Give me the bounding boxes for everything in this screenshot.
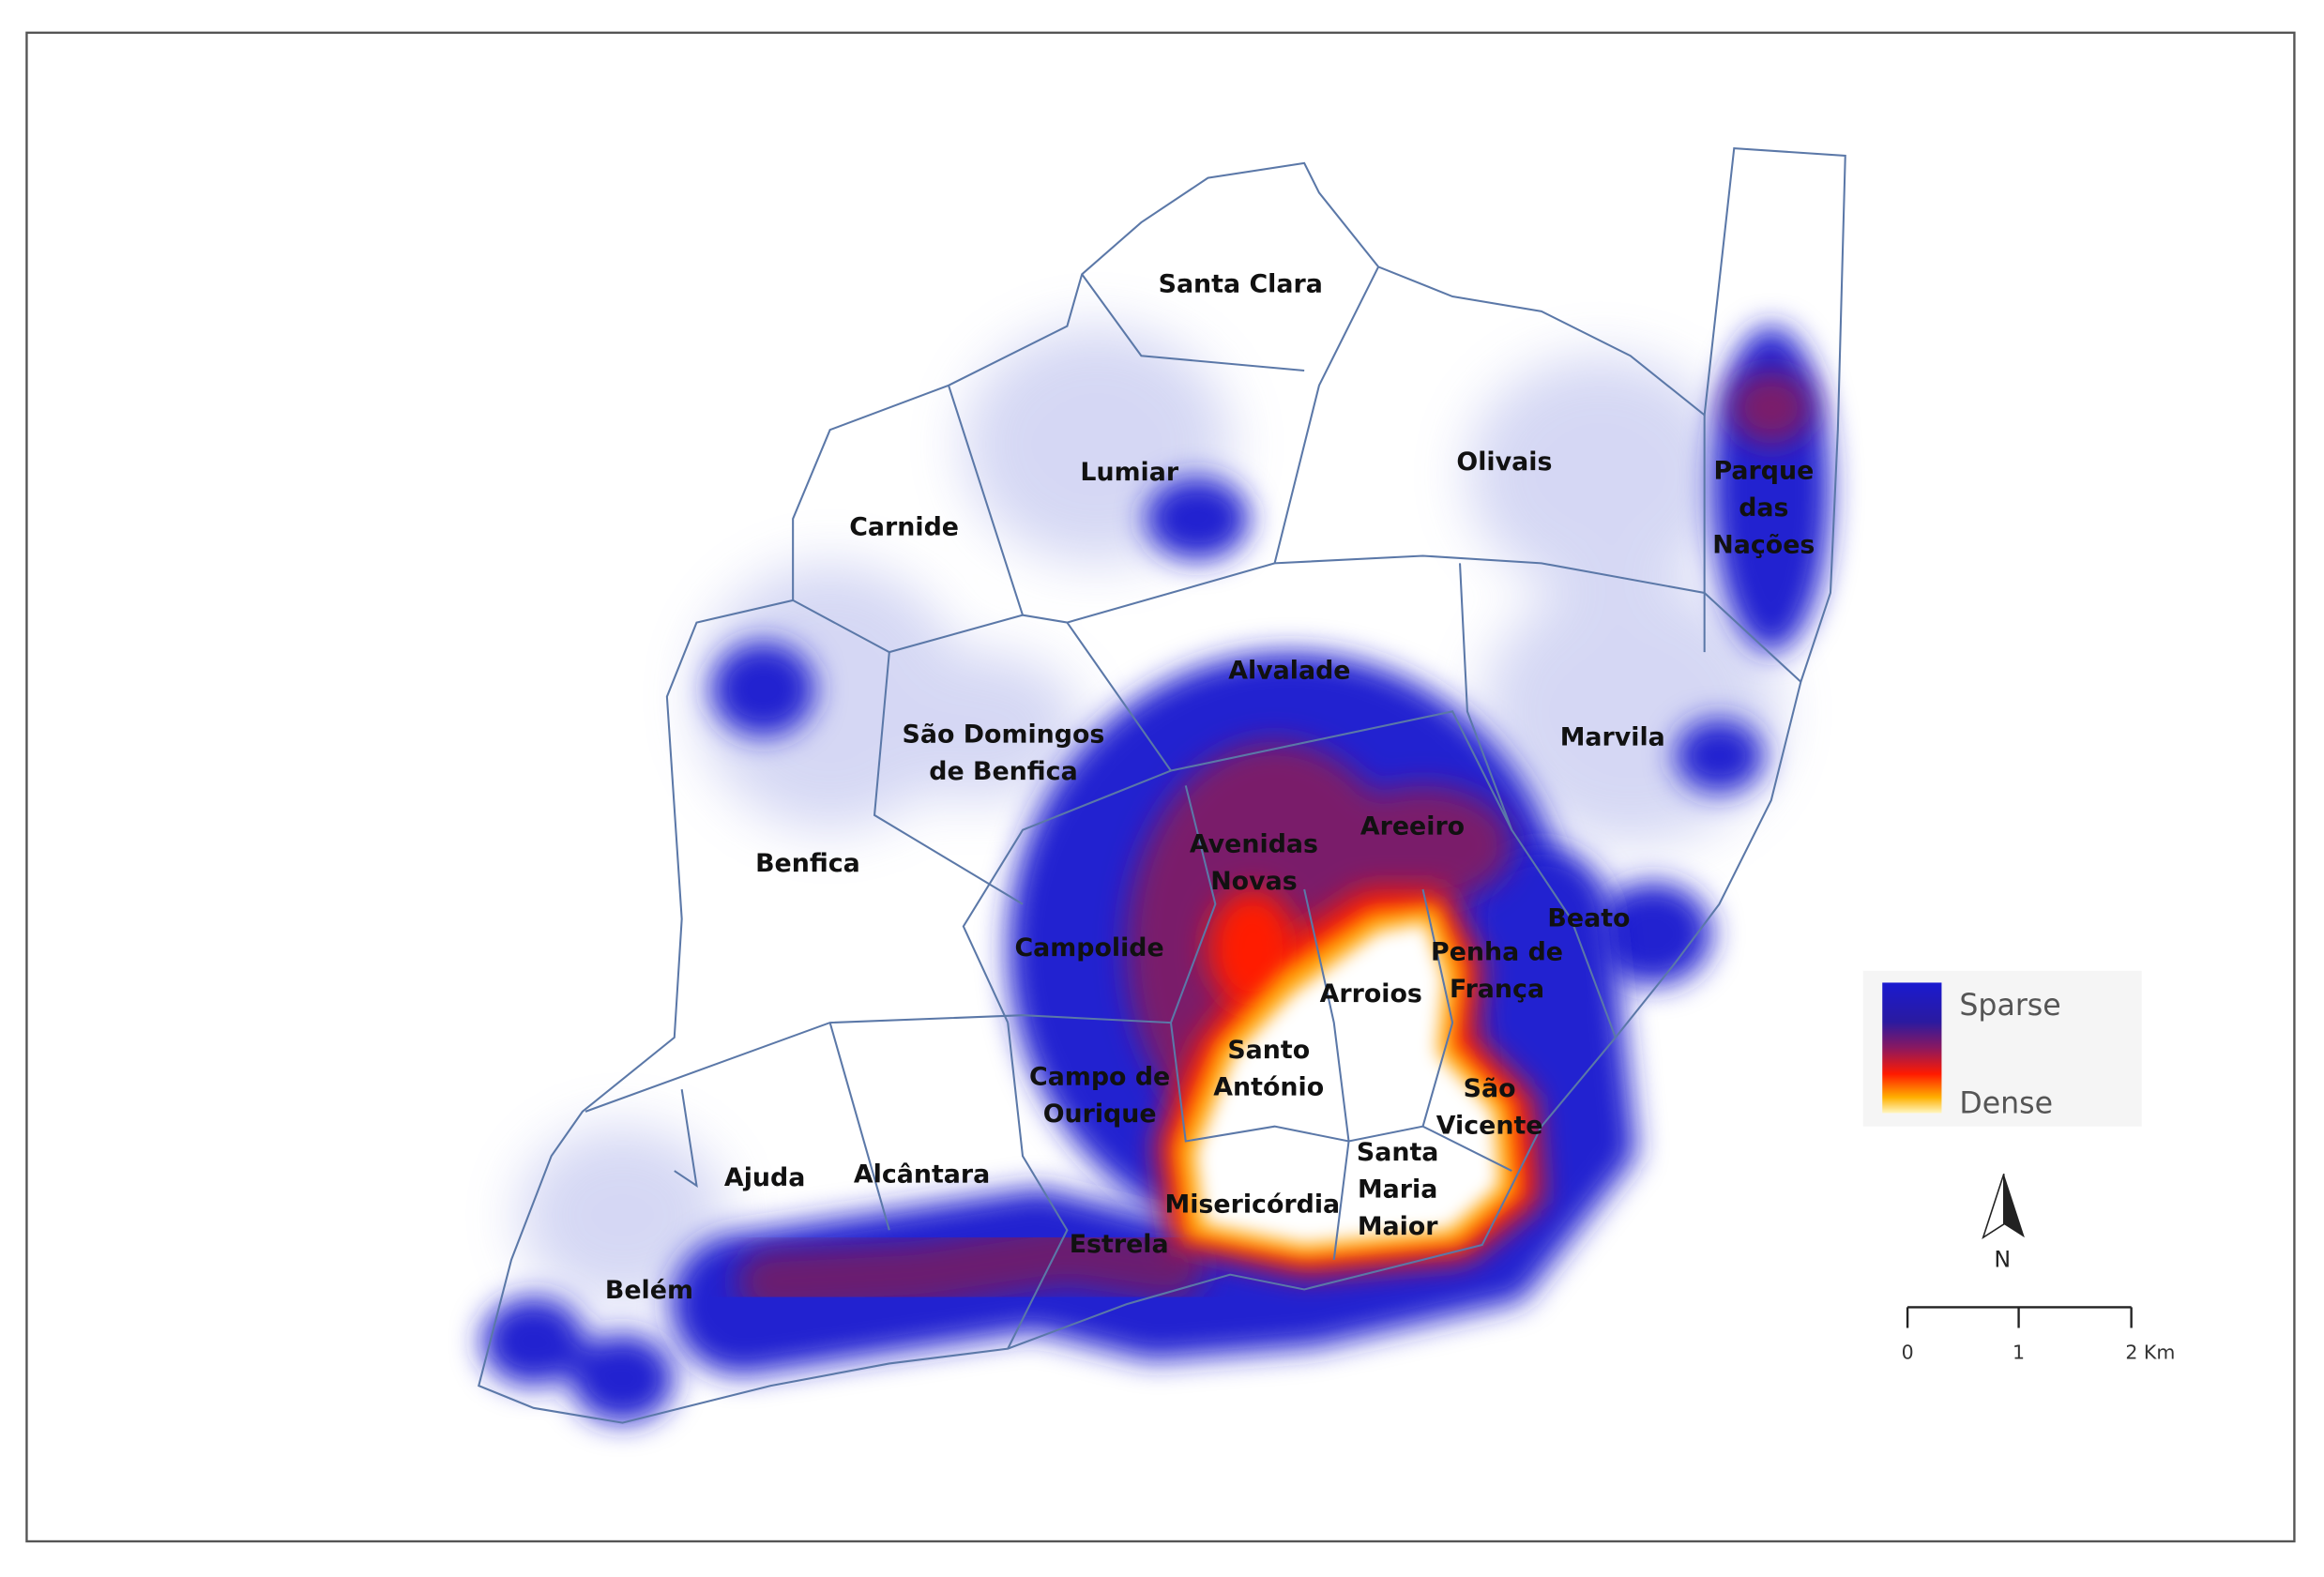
- label-line: Arroios: [1320, 979, 1422, 1008]
- parish-label: Avenidas Novas: [1190, 829, 1318, 895]
- boundary: [828, 1022, 890, 1231]
- north-label: N: [1994, 1247, 2011, 1273]
- label-line: Nações: [1712, 530, 1815, 559]
- boundary: [674, 1089, 698, 1189]
- label-line: Novas: [1210, 867, 1298, 896]
- parish-label: Santa Maria Maior: [1357, 1138, 1439, 1241]
- legend-label: Dense: [1959, 1086, 2053, 1120]
- parish-label: Campo de Ourique: [1029, 1062, 1170, 1128]
- boundary: [1169, 785, 1512, 1172]
- boundary: [1421, 888, 1454, 1127]
- parish-label: Alvalade: [1228, 657, 1350, 686]
- label-line: Maior: [1358, 1212, 1438, 1241]
- scale-bar: [1906, 1306, 2133, 1328]
- label-line: Estrela: [1070, 1230, 1169, 1259]
- boundary: [1273, 265, 1380, 564]
- parish-label: Beato: [1547, 903, 1630, 933]
- parish-label: Arroios: [1320, 979, 1422, 1008]
- parish-label: Parque das Nações: [1712, 456, 1815, 559]
- label-line: Penha de: [1431, 938, 1563, 967]
- label-line: Santo: [1227, 1036, 1310, 1065]
- label-line: Carnide: [849, 512, 959, 541]
- boundary: [1007, 1022, 1069, 1350]
- parish-label: São Domingos de Benfica: [903, 720, 1105, 786]
- scale-label: 1: [2013, 1342, 2025, 1364]
- label-line: Maria: [1358, 1175, 1437, 1205]
- parish-label: Belém: [605, 1276, 693, 1305]
- label-line: Alcântara: [854, 1160, 990, 1190]
- parish-label: Alcântara: [854, 1160, 990, 1190]
- boundary: [962, 621, 1173, 1024]
- parish-label: Carnide: [849, 512, 959, 541]
- parish-label: Ajuda: [724, 1163, 805, 1192]
- parish-label: Areeiro: [1360, 811, 1465, 841]
- legend-gradient: [1882, 982, 1942, 1114]
- label-line: Santa: [1357, 1138, 1439, 1167]
- label-line: Belém: [605, 1276, 693, 1305]
- legend-label: Sparse: [1959, 989, 2060, 1023]
- label-line: Beato: [1547, 903, 1630, 933]
- label-line: São Domingos: [903, 720, 1105, 750]
- legend: Sparse Dense: [1862, 970, 2142, 1127]
- arrow-half: [2003, 1174, 2025, 1238]
- label-line: Vicente: [1436, 1112, 1543, 1141]
- parish-label: São Vicente: [1436, 1074, 1543, 1140]
- boundary: [1081, 273, 1305, 372]
- label-line: Lumiar: [1080, 458, 1179, 487]
- parish-label: Penha de França: [1431, 938, 1563, 1004]
- label-line: Misericórdia: [1165, 1190, 1341, 1219]
- boundaries: [478, 146, 1846, 1424]
- label-line: Benfica: [755, 849, 860, 878]
- arrow-half: [1982, 1173, 2005, 1240]
- parish-labels: Santa Clara Lumiar Olivais Carnide Parqu…: [605, 269, 1815, 1305]
- boundary: [1303, 888, 1350, 1260]
- label-line: Areeiro: [1360, 811, 1465, 841]
- label-line: de Benfica: [929, 757, 1077, 786]
- label-line: Ajuda: [724, 1163, 805, 1192]
- parish-label: Misericórdia: [1165, 1190, 1341, 1219]
- parish-label: Marvila: [1560, 723, 1665, 752]
- label-line: Alvalade: [1228, 657, 1350, 686]
- parish-label: Lumiar: [1080, 458, 1179, 487]
- label-line: Santa Clara: [1159, 269, 1323, 298]
- label-line: das: [1739, 493, 1788, 523]
- label-line: Parque: [1713, 456, 1814, 485]
- label-line: Olivais: [1456, 447, 1552, 477]
- parish-label: Estrela: [1070, 1230, 1169, 1259]
- parish-label: Benfica: [755, 849, 860, 878]
- label-line: França: [1450, 975, 1544, 1004]
- boundary: [1170, 710, 1513, 831]
- boundary: [873, 652, 1024, 905]
- parish-label: Olivais: [1456, 447, 1552, 477]
- label-line: São: [1464, 1074, 1516, 1103]
- label-line: Campolide: [1014, 933, 1163, 963]
- boundary: [585, 1014, 1172, 1113]
- label-line: António: [1213, 1073, 1324, 1102]
- parish-label: Santa Clara: [1159, 269, 1323, 298]
- north-arrow: N: [1982, 1173, 2025, 1273]
- scale-label: 2 Km: [2125, 1342, 2175, 1364]
- label-line: Avenidas: [1190, 829, 1318, 858]
- label-line: Ourique: [1043, 1099, 1157, 1129]
- boundary: [948, 385, 1802, 683]
- label-line: Campo de: [1029, 1062, 1170, 1091]
- parish-label: Santo António: [1213, 1036, 1324, 1101]
- label-line: Marvila: [1560, 723, 1665, 752]
- scale-label: 0: [1902, 1342, 1914, 1364]
- parish-label: Campolide: [1014, 933, 1163, 963]
